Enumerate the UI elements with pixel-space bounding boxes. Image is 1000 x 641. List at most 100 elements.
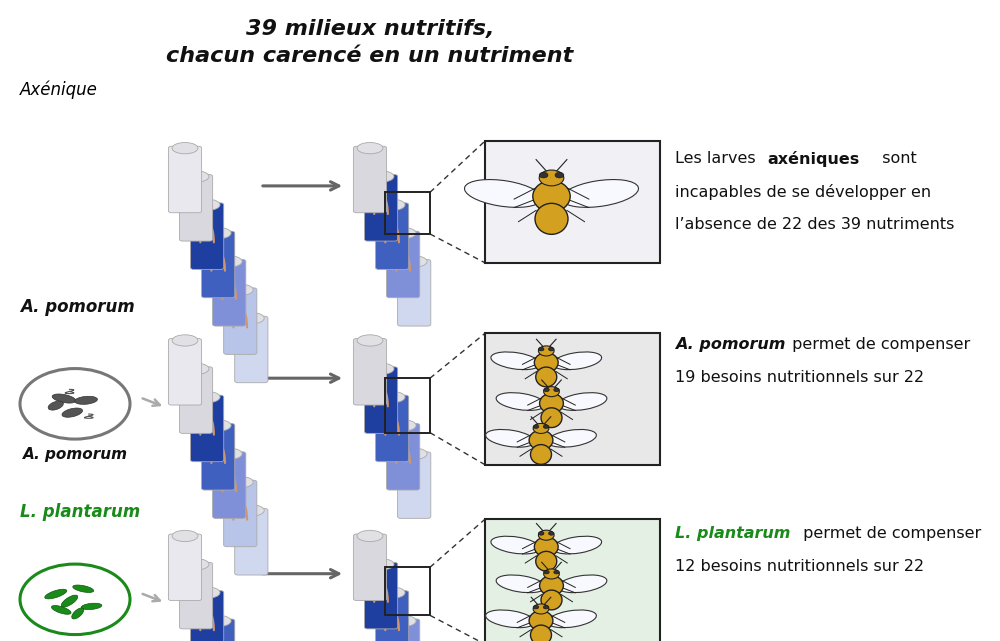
Ellipse shape bbox=[45, 589, 67, 599]
Ellipse shape bbox=[61, 595, 78, 607]
FancyBboxPatch shape bbox=[364, 174, 398, 241]
Circle shape bbox=[538, 346, 554, 356]
Ellipse shape bbox=[81, 603, 102, 610]
Ellipse shape bbox=[541, 590, 562, 610]
Ellipse shape bbox=[72, 608, 84, 619]
FancyBboxPatch shape bbox=[202, 619, 235, 641]
Ellipse shape bbox=[62, 408, 83, 417]
Ellipse shape bbox=[216, 448, 242, 460]
Circle shape bbox=[544, 388, 549, 392]
Ellipse shape bbox=[183, 171, 209, 182]
Ellipse shape bbox=[390, 615, 416, 627]
Ellipse shape bbox=[379, 199, 405, 210]
Bar bbox=[385, 192, 430, 234]
Ellipse shape bbox=[401, 256, 427, 267]
Ellipse shape bbox=[216, 256, 242, 267]
Circle shape bbox=[539, 170, 564, 186]
FancyBboxPatch shape bbox=[353, 146, 387, 213]
Ellipse shape bbox=[357, 530, 383, 542]
Ellipse shape bbox=[379, 587, 405, 598]
Circle shape bbox=[533, 424, 549, 433]
Circle shape bbox=[544, 569, 559, 579]
Ellipse shape bbox=[379, 392, 405, 403]
Ellipse shape bbox=[368, 171, 394, 182]
Ellipse shape bbox=[491, 537, 540, 554]
FancyBboxPatch shape bbox=[179, 562, 213, 629]
Ellipse shape bbox=[547, 429, 596, 447]
Ellipse shape bbox=[540, 394, 563, 413]
FancyBboxPatch shape bbox=[202, 231, 235, 297]
FancyBboxPatch shape bbox=[376, 591, 409, 641]
FancyBboxPatch shape bbox=[190, 591, 224, 641]
FancyBboxPatch shape bbox=[213, 260, 246, 326]
Circle shape bbox=[538, 530, 554, 540]
Ellipse shape bbox=[619, 396, 631, 403]
Ellipse shape bbox=[599, 367, 610, 374]
Circle shape bbox=[543, 605, 549, 609]
FancyBboxPatch shape bbox=[387, 619, 420, 641]
Circle shape bbox=[554, 570, 559, 574]
Ellipse shape bbox=[529, 430, 553, 450]
Ellipse shape bbox=[357, 335, 383, 346]
Bar bbox=[485, 141, 660, 263]
Ellipse shape bbox=[604, 429, 615, 437]
Text: A. pomorum: A. pomorum bbox=[20, 298, 135, 316]
Ellipse shape bbox=[568, 369, 581, 376]
Circle shape bbox=[533, 604, 549, 614]
Ellipse shape bbox=[561, 179, 638, 207]
Text: permet de compenser: permet de compenser bbox=[798, 526, 981, 540]
Bar bbox=[385, 567, 430, 615]
Circle shape bbox=[538, 531, 544, 535]
Ellipse shape bbox=[558, 393, 607, 410]
FancyBboxPatch shape bbox=[376, 395, 409, 462]
Ellipse shape bbox=[205, 615, 231, 627]
Ellipse shape bbox=[541, 408, 562, 428]
Text: incapables de se développer en: incapables de se développer en bbox=[675, 184, 931, 200]
Ellipse shape bbox=[491, 352, 540, 370]
Ellipse shape bbox=[534, 537, 558, 557]
Ellipse shape bbox=[530, 445, 551, 464]
Ellipse shape bbox=[536, 367, 557, 387]
Text: A. pomorum: A. pomorum bbox=[22, 447, 128, 462]
Ellipse shape bbox=[516, 350, 528, 358]
Ellipse shape bbox=[533, 181, 570, 212]
Circle shape bbox=[548, 531, 554, 535]
Circle shape bbox=[533, 605, 539, 609]
Ellipse shape bbox=[493, 397, 505, 405]
Ellipse shape bbox=[486, 610, 535, 628]
Text: 12 besoins nutritionnels sur 22: 12 besoins nutritionnels sur 22 bbox=[675, 559, 924, 574]
FancyBboxPatch shape bbox=[213, 452, 246, 519]
Ellipse shape bbox=[183, 363, 209, 374]
Circle shape bbox=[555, 172, 564, 178]
Ellipse shape bbox=[552, 352, 602, 370]
FancyBboxPatch shape bbox=[224, 288, 257, 354]
Circle shape bbox=[554, 388, 559, 392]
Ellipse shape bbox=[534, 353, 558, 372]
FancyBboxPatch shape bbox=[179, 367, 213, 433]
Bar bbox=[385, 378, 430, 433]
Text: sont: sont bbox=[872, 151, 917, 165]
Text: A. pomorum: A. pomorum bbox=[675, 337, 785, 351]
Circle shape bbox=[543, 425, 549, 428]
Ellipse shape bbox=[530, 625, 551, 641]
Ellipse shape bbox=[527, 348, 539, 356]
Text: Axénique: Axénique bbox=[20, 80, 98, 99]
FancyBboxPatch shape bbox=[190, 395, 224, 462]
Ellipse shape bbox=[357, 142, 383, 154]
Ellipse shape bbox=[401, 448, 427, 460]
FancyBboxPatch shape bbox=[235, 316, 268, 383]
Circle shape bbox=[539, 172, 548, 178]
FancyBboxPatch shape bbox=[190, 203, 224, 269]
Text: axéniques: axéniques bbox=[767, 151, 859, 167]
FancyBboxPatch shape bbox=[353, 338, 387, 405]
Circle shape bbox=[20, 369, 130, 439]
Ellipse shape bbox=[368, 363, 394, 374]
FancyBboxPatch shape bbox=[168, 338, 202, 405]
Ellipse shape bbox=[390, 228, 416, 239]
Ellipse shape bbox=[465, 179, 542, 207]
Text: Les larves: Les larves bbox=[675, 151, 761, 165]
FancyBboxPatch shape bbox=[353, 534, 387, 601]
Circle shape bbox=[20, 564, 130, 635]
Ellipse shape bbox=[75, 396, 97, 404]
Circle shape bbox=[548, 347, 554, 351]
